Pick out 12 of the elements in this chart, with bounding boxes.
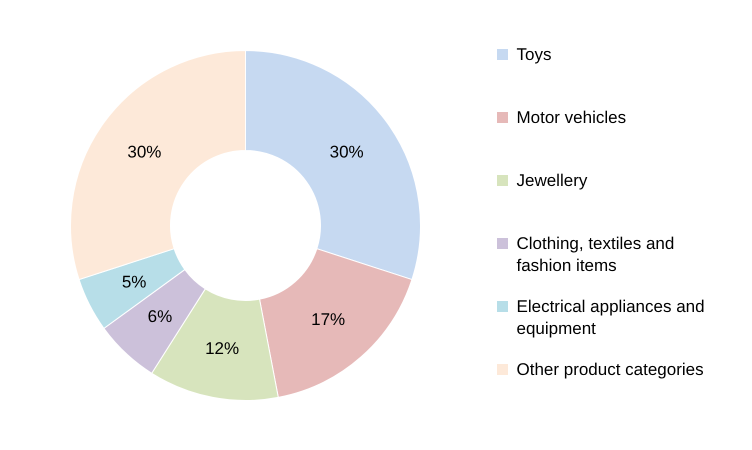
data-label: 12% xyxy=(205,338,240,358)
legend-label: Other product categories xyxy=(516,360,704,379)
data-label: 17% xyxy=(311,310,346,329)
legend-label: Clothing, textiles and fashion items xyxy=(516,234,674,275)
data-label: 5% xyxy=(122,272,146,292)
legend-label: Electrical appliances and equipment xyxy=(516,297,705,338)
legend-label: Jewellery xyxy=(516,171,588,190)
data-label: 30% xyxy=(330,142,364,162)
legend-label: Toys xyxy=(516,45,552,64)
data-label: 30% xyxy=(127,142,162,162)
legend-label: Motor vehicles xyxy=(516,108,626,127)
data-label: 6% xyxy=(148,307,172,326)
